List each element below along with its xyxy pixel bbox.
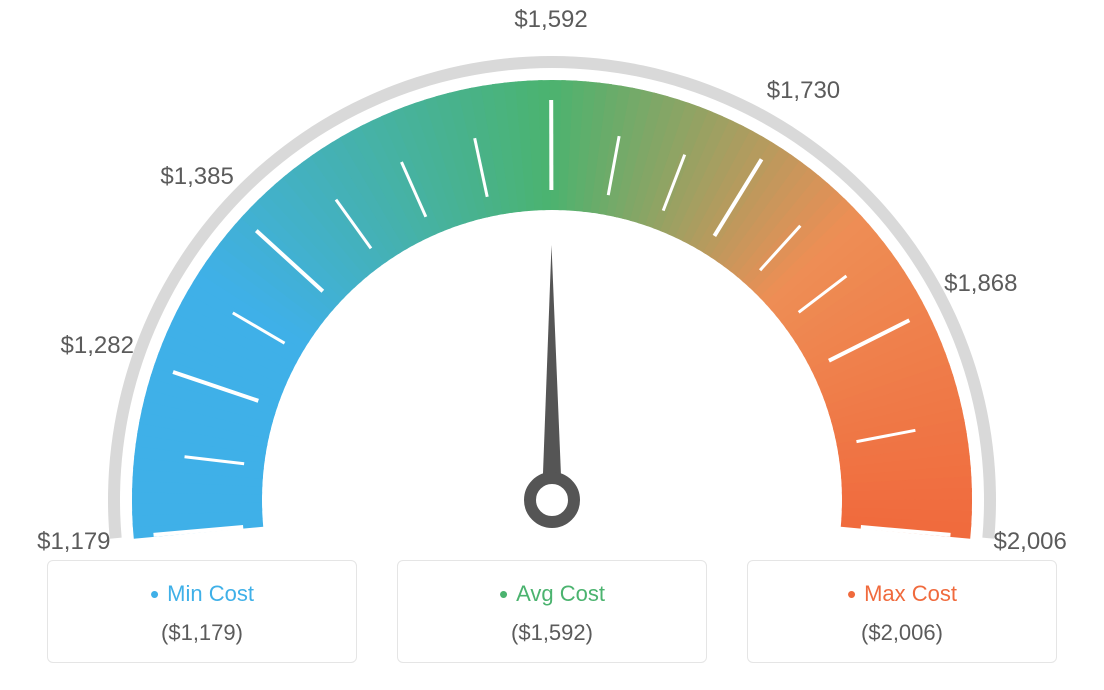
legend-title-max: Max Cost [758, 579, 1046, 610]
gauge-hub [530, 478, 574, 522]
gauge-svg [0, 0, 1104, 540]
cost-gauge: $1,179$1,282$1,385$1,592$1,730$1,868$2,0… [0, 0, 1104, 540]
legend-title-avg: Avg Cost [408, 579, 696, 610]
legend-card-avg: Avg Cost ($1,592) [397, 560, 707, 663]
gauge-tick-label: $1,868 [944, 270, 1017, 298]
gauge-tick-label: $1,592 [514, 6, 587, 34]
legend-value-max: ($2,006) [758, 620, 1046, 646]
legend-value-avg: ($1,592) [408, 620, 696, 646]
legend-title-min: Min Cost [58, 579, 346, 610]
legend-value-min: ($1,179) [58, 620, 346, 646]
legend-card-max: Max Cost ($2,006) [747, 560, 1057, 663]
legend-card-min: Min Cost ($1,179) [47, 560, 357, 663]
legend-row: Min Cost ($1,179) Avg Cost ($1,592) Max … [0, 560, 1104, 663]
gauge-tick-label: $1,179 [37, 528, 110, 556]
gauge-tick-label: $1,730 [767, 77, 840, 105]
gauge-needle [542, 245, 562, 500]
gauge-tick-label: $1,282 [61, 332, 134, 360]
gauge-tick-label: $1,385 [160, 163, 233, 191]
gauge-tick-label: $2,006 [993, 528, 1066, 556]
